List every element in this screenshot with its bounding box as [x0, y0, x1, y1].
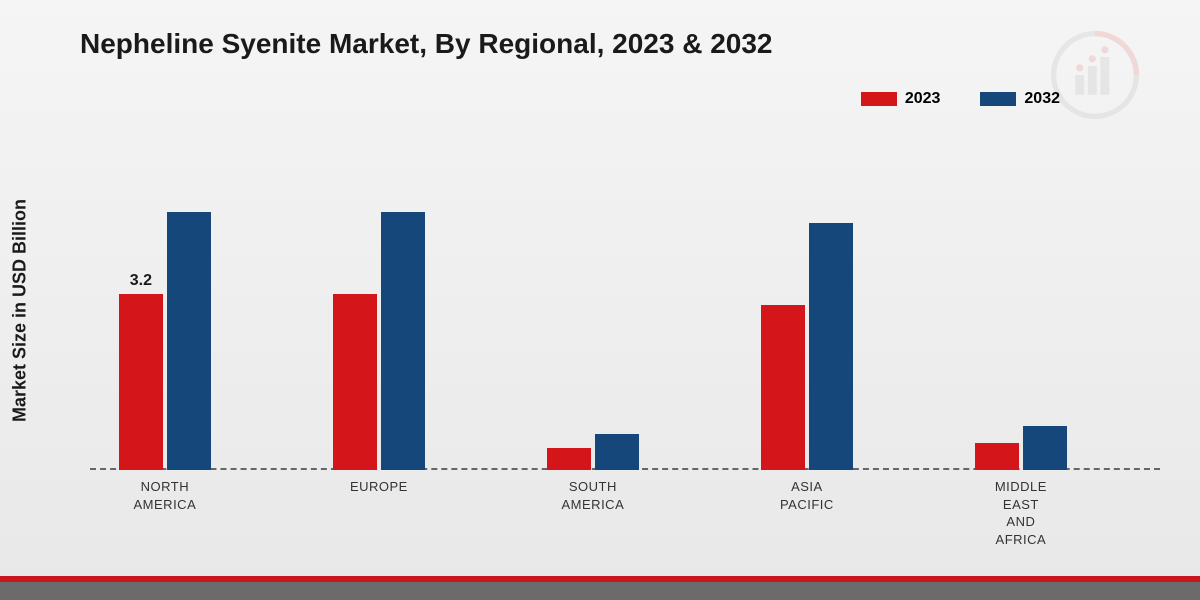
- bar-2032: [809, 223, 853, 471]
- bar-group: EUROPE: [333, 212, 425, 471]
- y-axis-label: Market Size in USD Billion: [10, 199, 31, 422]
- bar-2032: [595, 434, 639, 470]
- legend-swatch-2032: [980, 92, 1016, 106]
- bar-2023: [975, 443, 1019, 471]
- category-label: NORTHAMERICA: [105, 478, 225, 513]
- chart-title: Nepheline Syenite Market, By Regional, 2…: [80, 28, 773, 60]
- legend-label-2023: 2023: [905, 90, 941, 108]
- bar-2023: 3.2: [119, 294, 163, 470]
- legend-swatch-2023: [861, 92, 897, 106]
- bar-group: ASIAPACIFIC: [761, 223, 853, 471]
- bar-group: 3.2NORTHAMERICA: [119, 212, 211, 471]
- category-label: SOUTHAMERICA: [533, 478, 653, 513]
- chart-area: 3.2NORTHAMERICA EUROPE SOUTHAMERICA ASIAPAC…: [90, 140, 1160, 470]
- bar-2032: [381, 212, 425, 471]
- bar-2023: [761, 305, 805, 470]
- legend-item-2032: 2032: [980, 90, 1060, 108]
- legend-item-2023: 2023: [861, 90, 941, 108]
- bar-2032: [1023, 426, 1067, 470]
- category-label: EUROPE: [319, 478, 439, 496]
- legend: 2023 2032: [861, 90, 1060, 108]
- bar-group: SOUTHAMERICA: [547, 434, 639, 470]
- category-label: ASIAPACIFIC: [747, 478, 867, 513]
- category-label: MIDDLEEASTANDAFRICA: [961, 478, 1081, 548]
- bar-value-label: 3.2: [130, 272, 152, 290]
- bar-2023: [333, 294, 377, 470]
- footer-bar: [0, 582, 1200, 600]
- bar-2023: [547, 448, 591, 470]
- legend-label-2032: 2032: [1024, 90, 1060, 108]
- bar-2032: [167, 212, 211, 471]
- bar-group: MIDDLEEASTANDAFRICA: [975, 426, 1067, 470]
- watermark-logo: [1050, 30, 1140, 120]
